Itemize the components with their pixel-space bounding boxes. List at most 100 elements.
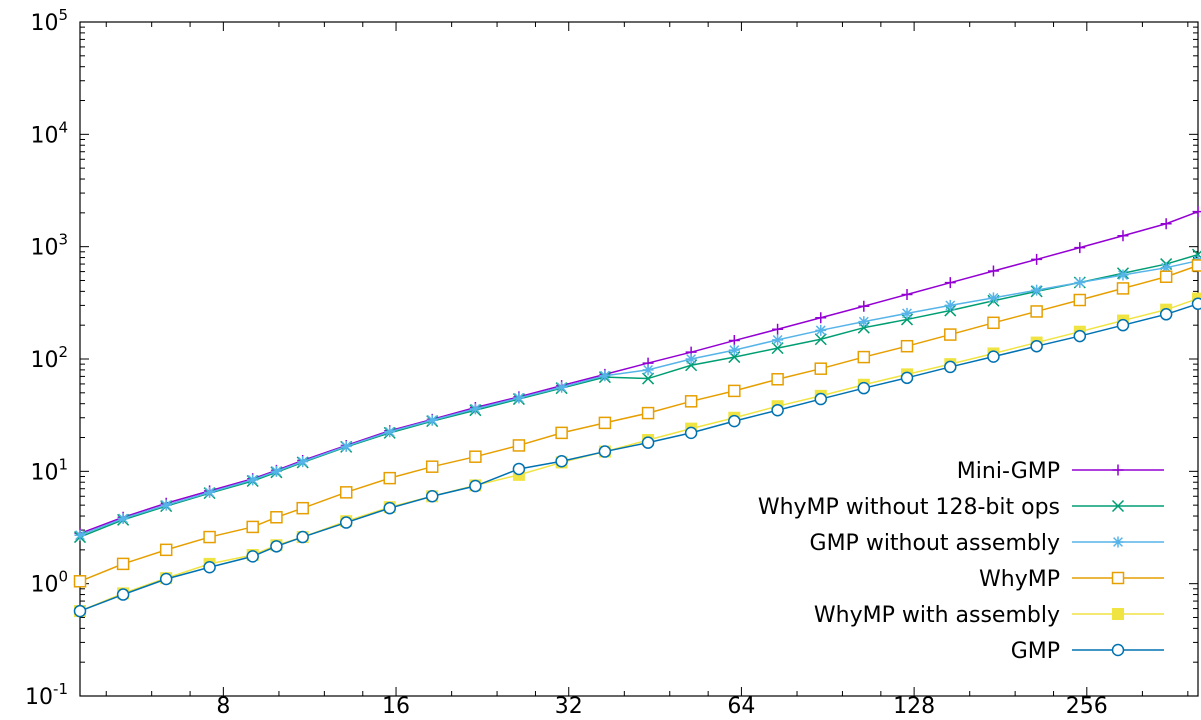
square-marker	[1030, 305, 1043, 318]
x-tick-label: 8	[216, 694, 230, 719]
plus-marker	[987, 265, 999, 277]
plus-marker	[1112, 464, 1124, 476]
star-marker	[642, 364, 654, 376]
star-marker	[815, 324, 827, 336]
legend-entry: GMP	[1011, 639, 1164, 664]
square-marker	[987, 316, 1000, 330]
series-layer	[73, 206, 1201, 618]
circle-marker	[857, 381, 871, 395]
star-marker	[1031, 284, 1043, 296]
legend-entry: WhyMP with assembly	[814, 603, 1164, 628]
star-marker	[772, 334, 784, 346]
circle-marker	[425, 490, 439, 503]
circle-marker	[1159, 308, 1173, 321]
x-tick-label: 128	[893, 694, 935, 719]
circle-marker	[1030, 339, 1043, 353]
square-marker	[771, 373, 784, 386]
circle-marker	[383, 501, 396, 515]
star-marker	[384, 426, 396, 438]
legend-label: WhyMP with assembly	[814, 603, 1060, 628]
series-gmp-without-assembly	[74, 255, 1201, 541]
star-marker	[987, 292, 999, 304]
series-line	[79, 297, 1199, 612]
plus-marker	[728, 335, 740, 347]
circle-marker	[944, 360, 957, 374]
plus-marker	[858, 300, 870, 312]
star-marker	[1160, 262, 1172, 274]
plus-marker	[944, 277, 956, 289]
circle-marker	[684, 426, 698, 440]
circle-marker	[270, 540, 283, 553]
y-tick-label: 100	[30, 568, 68, 598]
square-marker	[469, 450, 482, 463]
square-marker	[1159, 270, 1173, 283]
square-marker	[684, 395, 698, 408]
circle-marker	[246, 550, 259, 563]
x-marker	[900, 313, 914, 326]
x-tick-label: 256	[1066, 694, 1108, 719]
legend-label: Mini-GMP	[957, 459, 1060, 484]
square-marker	[159, 543, 173, 557]
square-marker	[555, 426, 568, 440]
x-tick-label: 32	[555, 694, 583, 719]
star-marker	[426, 414, 438, 426]
y-tick-label: 101	[30, 455, 68, 485]
star-marker	[340, 440, 352, 452]
circle-marker	[339, 516, 353, 529]
circle-marker	[814, 392, 828, 406]
series-line	[79, 259, 1199, 536]
square-marker	[1191, 259, 1201, 272]
series-line	[79, 264, 1199, 582]
series-line	[79, 303, 1199, 612]
series-whymp	[73, 259, 1201, 588]
circle-marker	[1191, 297, 1201, 311]
star-marker	[160, 499, 172, 511]
square-marker	[296, 501, 309, 515]
circle-marker	[116, 588, 130, 601]
square-marker	[641, 406, 655, 420]
circle-marker	[203, 561, 216, 574]
y-tick-label: 10-1	[25, 680, 68, 710]
filled-square-marker	[1112, 608, 1124, 620]
y-tick-label: 105	[30, 6, 68, 36]
star-marker	[858, 316, 870, 328]
star-marker	[685, 353, 697, 365]
circle-marker	[728, 414, 741, 428]
plus-marker	[901, 289, 913, 301]
plus-marker	[1117, 230, 1129, 242]
legend-entry: WhyMP	[979, 567, 1164, 592]
plot-frame	[79, 21, 1199, 697]
circle-marker	[598, 445, 612, 458]
square-marker	[900, 339, 914, 353]
star-marker	[728, 344, 740, 356]
series-gmp	[73, 297, 1201, 618]
star-marker	[513, 392, 525, 404]
legend: Mini-GMP WhyMP without 128-bit ops GMP wit…	[758, 459, 1164, 664]
square-marker	[116, 557, 130, 571]
legend-entry: WhyMP without 128-bit ops	[758, 495, 1164, 520]
square-marker	[857, 350, 871, 364]
square-marker	[270, 511, 283, 524]
star-marker	[599, 370, 611, 382]
star-marker	[556, 381, 568, 393]
star-marker	[901, 307, 913, 319]
plus-marker	[772, 323, 784, 335]
x-marker	[857, 321, 870, 334]
square-marker	[598, 416, 612, 430]
circle-marker	[555, 454, 568, 468]
x-marker	[1191, 248, 1201, 261]
circle-marker	[512, 462, 526, 476]
x-marker	[814, 333, 827, 346]
circle-marker	[1073, 329, 1087, 343]
plus-marker	[1031, 253, 1043, 265]
legend-entry: GMP without assembly	[810, 531, 1164, 556]
star-marker	[204, 486, 216, 498]
star-marker	[74, 529, 86, 541]
circle-marker	[900, 371, 914, 385]
star-marker	[469, 403, 481, 415]
star-marker	[1117, 269, 1129, 281]
square-marker	[944, 328, 957, 341]
plus-marker	[1160, 218, 1172, 230]
square-marker	[814, 362, 828, 375]
